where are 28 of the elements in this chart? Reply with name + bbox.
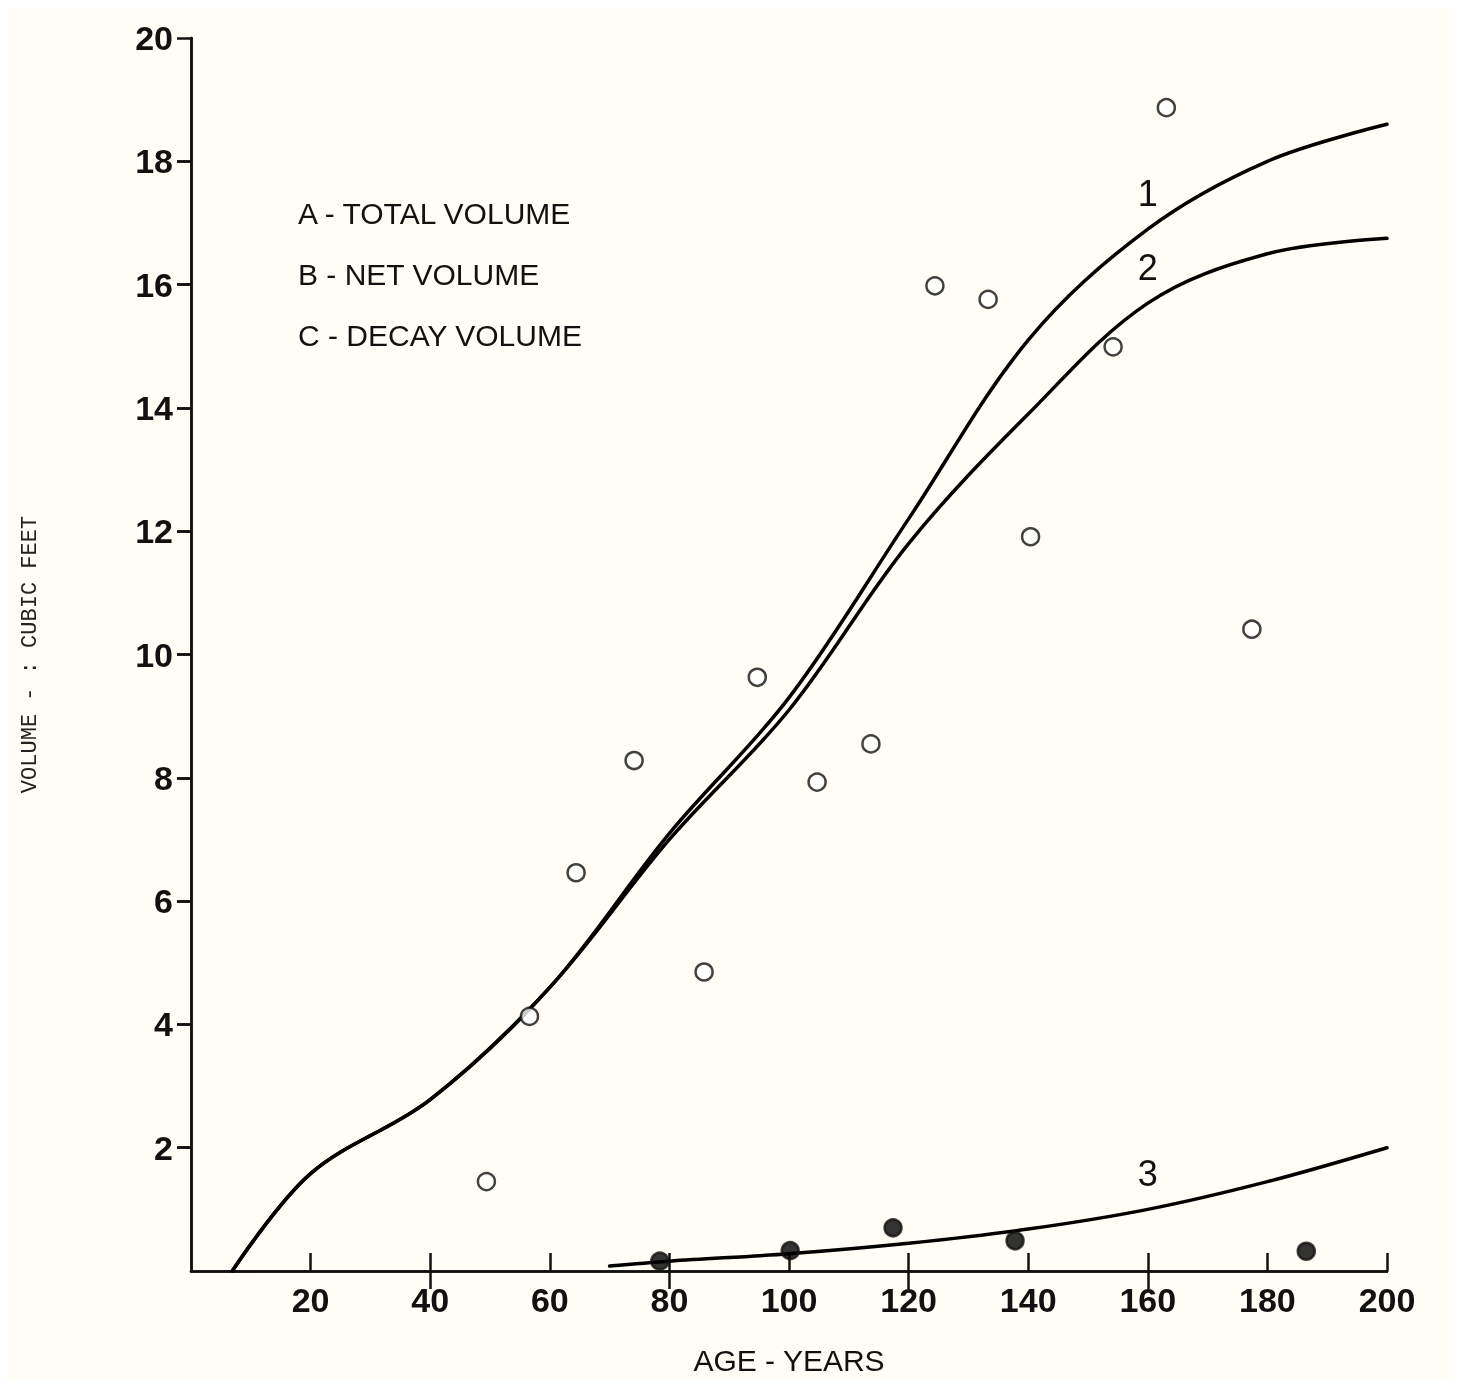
annotation: B - NET VOLUME bbox=[298, 257, 540, 291]
y-tick-label: 14 bbox=[135, 388, 174, 427]
x-tick-label: 40 bbox=[411, 1281, 450, 1319]
y-tick-label: 12 bbox=[135, 512, 173, 551]
x-tick-label: 200 bbox=[1358, 1281, 1416, 1319]
y-tick-label: 4 bbox=[154, 1005, 174, 1044]
x-axis-title: AGE - YEARS bbox=[693, 1343, 885, 1377]
y-tick-label: 16 bbox=[135, 265, 173, 304]
annotation: A - TOTAL VOLUME bbox=[298, 196, 571, 230]
y-tick-label: 18 bbox=[135, 142, 173, 181]
y-tick-label: 6 bbox=[154, 882, 173, 921]
y-tick-label: 10 bbox=[135, 635, 173, 674]
series-label: 3 bbox=[1137, 1152, 1158, 1194]
x-tick-label: 100 bbox=[760, 1281, 818, 1319]
x-tick-label: 80 bbox=[650, 1281, 689, 1319]
y-axis-title: VOLUME - : CUBIC FEET bbox=[17, 515, 43, 794]
x-tick-label: 140 bbox=[999, 1281, 1057, 1319]
y-tick-label: 20 bbox=[135, 19, 173, 57]
annotation: C - DECAY VOLUME bbox=[298, 318, 582, 352]
series-label: 2 bbox=[1137, 246, 1158, 288]
x-tick-label: 160 bbox=[1119, 1281, 1177, 1319]
series-label: 1 bbox=[1137, 172, 1158, 214]
x-tick-label: 120 bbox=[880, 1281, 937, 1319]
x-tick-label: 180 bbox=[1239, 1281, 1296, 1319]
x-tick-label: 60 bbox=[530, 1281, 569, 1319]
y-tick-label: 8 bbox=[154, 758, 173, 797]
y-tick-label: 2 bbox=[154, 1128, 173, 1167]
x-tick-label: 20 bbox=[291, 1281, 330, 1319]
